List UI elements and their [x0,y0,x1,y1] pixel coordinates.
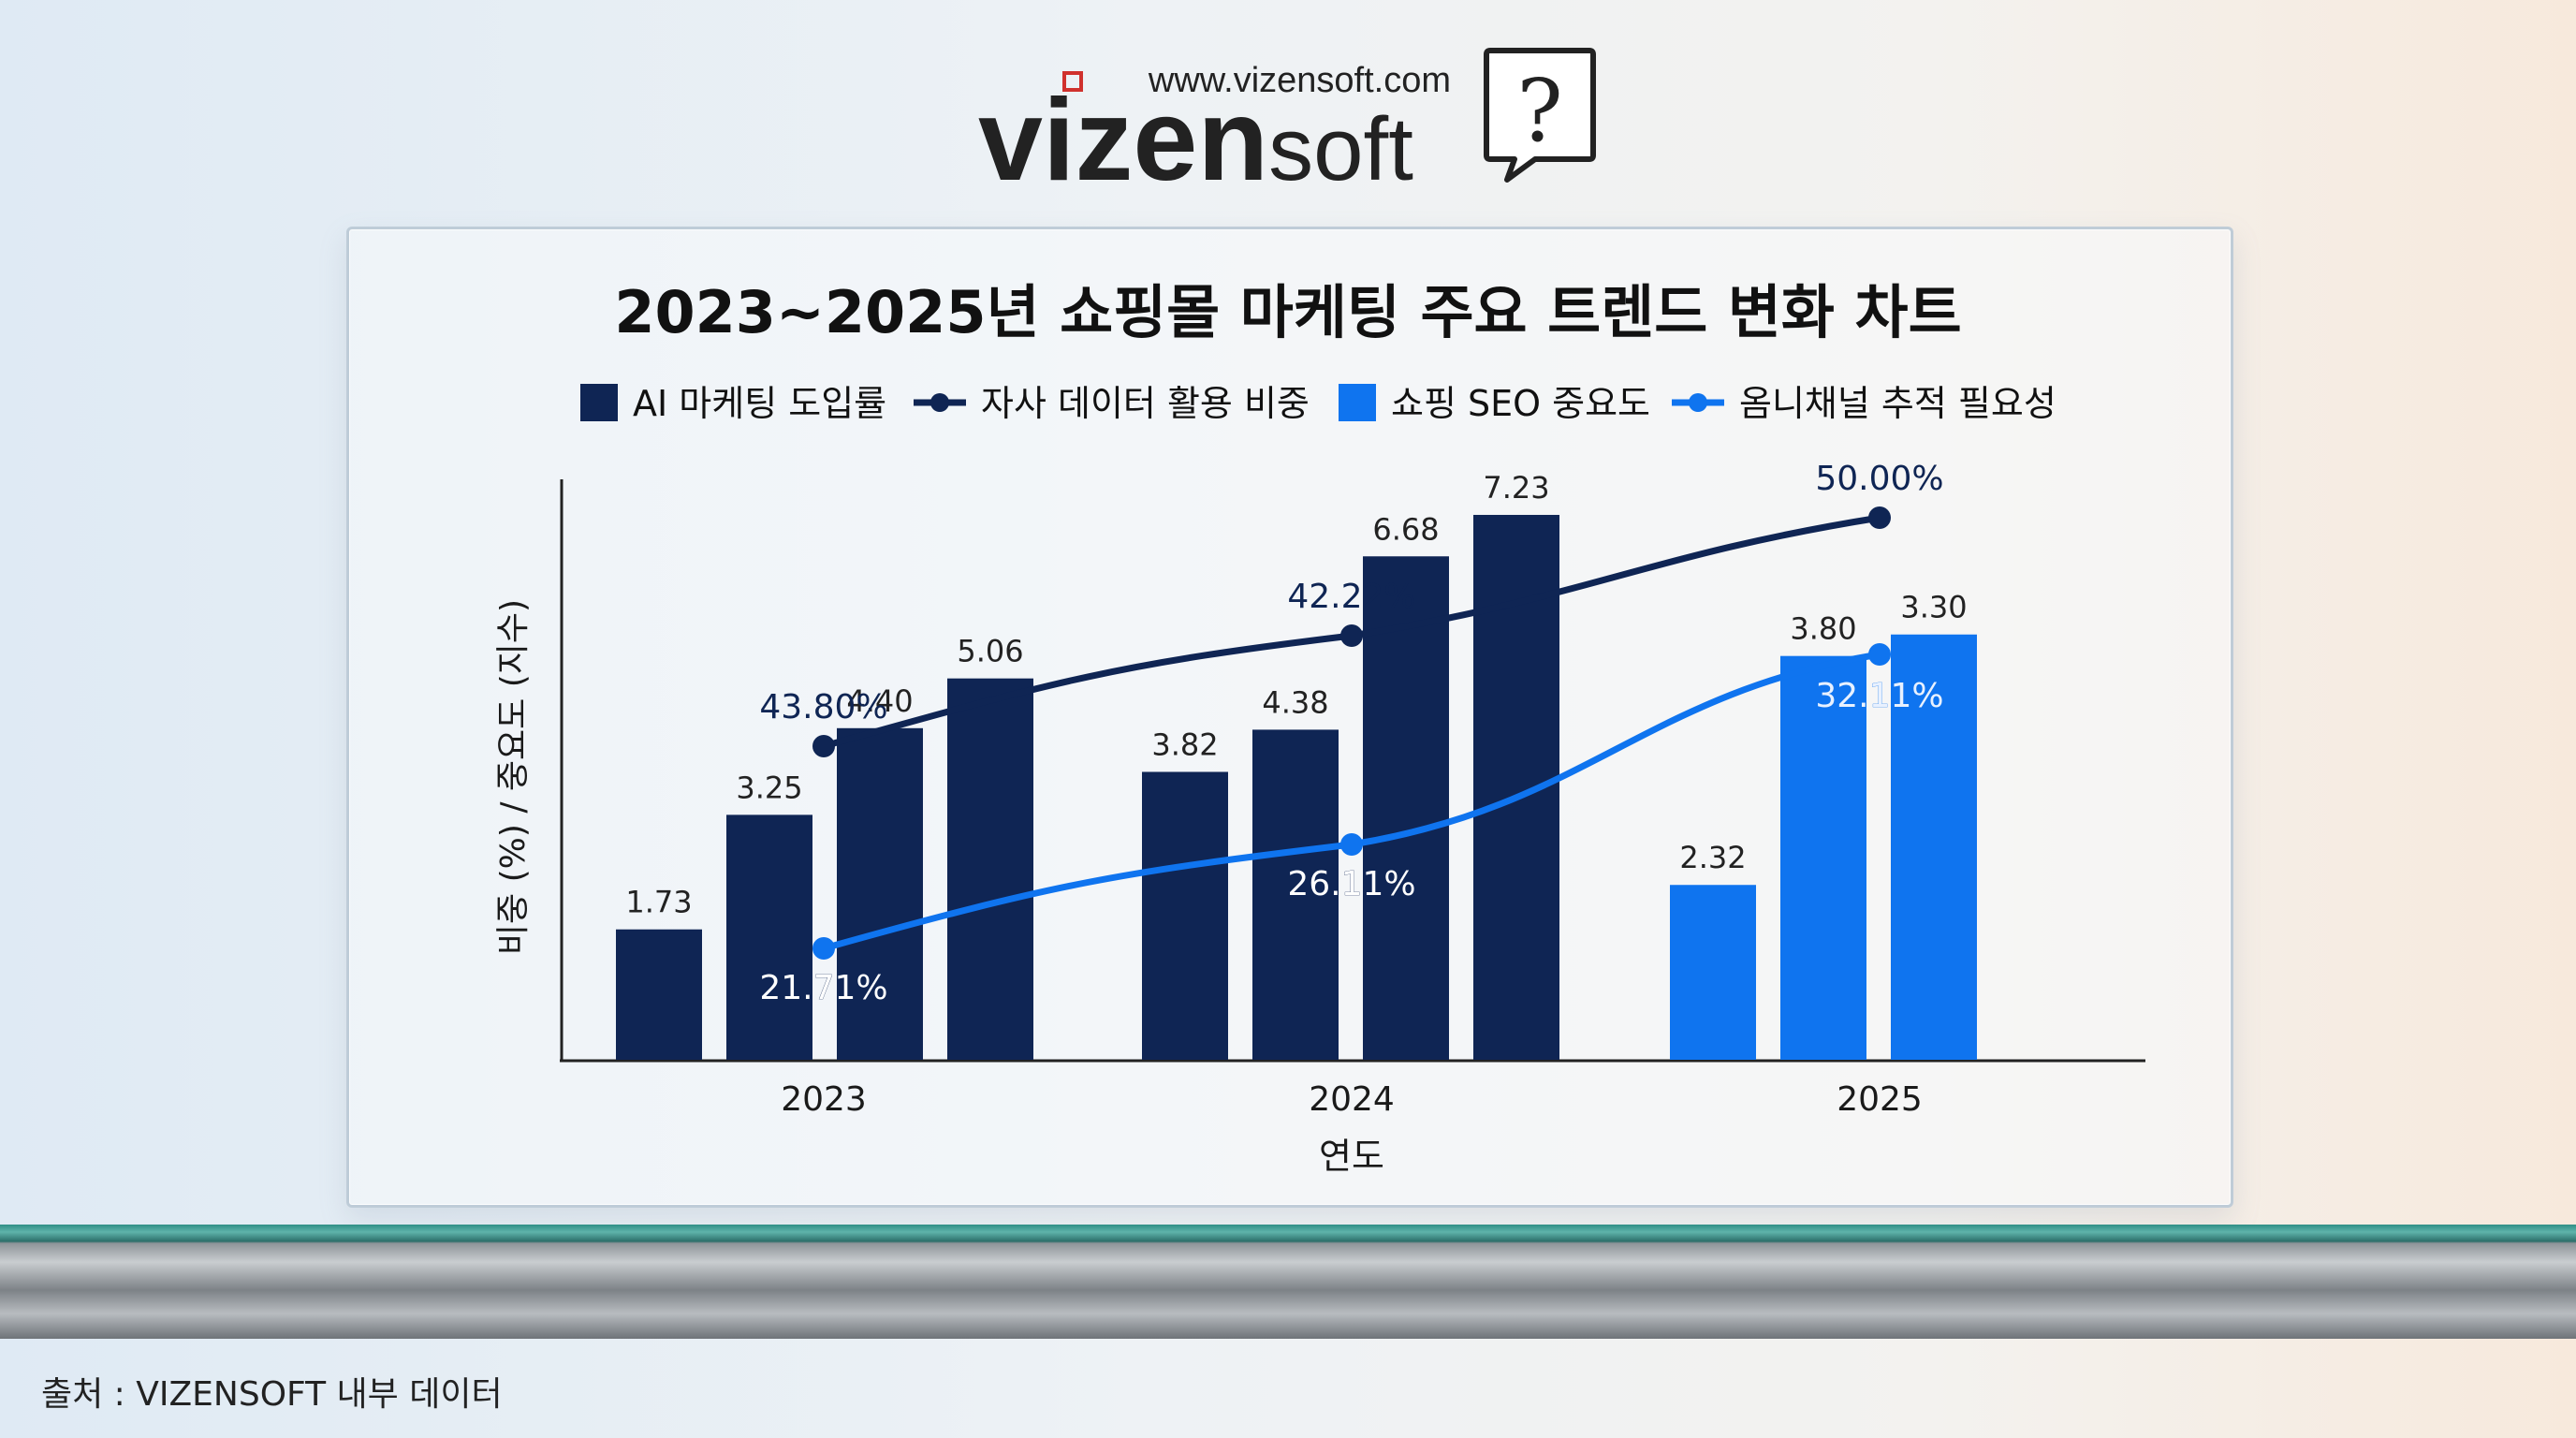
bar-label-2024-4: 7.23 [1483,470,1549,506]
bars [616,514,1977,1060]
x-tick-label-2023: 2023 [781,1080,867,1119]
bar-label-2024-3: 6.68 [1372,511,1439,547]
legend-swatch-3 [1339,384,1376,421]
y-axis-label: 비중 (%) / 중요도 (지수) [494,599,533,955]
bar-label-2025-1: 2.32 [1679,840,1746,875]
legend-label-1: AI 마케팅 도입률 [633,383,886,424]
svg-text:?: ? [1516,61,1562,161]
bar-label-2025-3: 3.30 [1900,590,1967,625]
bar-2023-1 [616,929,702,1060]
bar-2023-3 [837,727,923,1060]
logo: www.vizensoft.com vizensoft ? [978,48,1596,205]
legend-swatch-1 [580,384,618,421]
chart-title: 2023~2025년 쇼핑몰 마케팅 주요 트렌드 변화 차트 [614,278,1961,346]
line-point-1-3 [1868,506,1891,529]
line-label-2-2: 26.11% [1287,865,1415,903]
bar-2025-3 [1891,634,1977,1060]
bar-label-2023-2: 3.25 [736,770,802,805]
bar-label-2024-1: 3.82 [1151,726,1218,762]
bar-2023-4 [947,678,1033,1060]
line-point-1-1 [812,735,835,757]
bar-2024-3 [1363,556,1449,1060]
line-label-1-1: 43.80% [759,688,887,726]
line-point-2-3 [1868,643,1891,666]
logo-red-square-icon [1062,71,1083,92]
legend-label-3: 쇼핑 SEO 중요도 [1391,383,1650,424]
logo-brand: vizensoft [978,76,1413,205]
line-point-2-1 [812,937,835,960]
glass-shelf [0,1225,2576,1339]
logo-url: www.vizensoft.com [1148,61,1451,100]
legend-dot-4 [1689,393,1707,412]
x-tick-labels: 2023 2024 2025 [781,1080,1923,1119]
line-point-2-2 [1340,833,1363,856]
x-tick-label-2025: 2025 [1837,1080,1923,1119]
x-tick-label-2024: 2024 [1309,1080,1395,1119]
line-label-1-3: 50.00% [1815,460,1943,498]
line-label-2-1: 21.71% [759,969,887,1007]
bar-label-2025-2: 3.80 [1790,611,1856,647]
legend-dot-2 [930,393,949,412]
logo-brand-bold: vizen [978,76,1268,205]
bar-2024-2 [1252,729,1339,1060]
bar-label-2023-3: 4.40 [846,683,913,719]
bar-label-2023-1: 1.73 [625,885,692,920]
speech-bubble-question-icon: ? [1484,48,1596,183]
legend-label-2: 자사 데이터 활용 비중 [981,383,1310,424]
bar-label-2023-4: 5.06 [957,634,1023,669]
line-point-1-2 [1340,624,1363,647]
logo-brand-light: soft [1268,99,1413,199]
bar-2025-1 [1670,885,1756,1060]
x-axis-label: 연도 [1319,1136,1384,1177]
line-label-1-2: 42.22% [1287,578,1415,616]
source-note: 출처 : VIZENSOFT 내부 데이터 [41,1375,503,1414]
legend-label-4: 옴니채널 추적 필요성 [1739,383,2056,424]
line-label-2-3: 32.11% [1815,677,1943,715]
bar-2023-2 [726,814,812,1060]
bar-labels: 1.73 3.25 4.40 5.06 3.82 4.38 6.68 7.23 2.32 3.80… [625,470,1967,920]
bar-label-2024-2: 4.38 [1262,684,1328,720]
bar-2025-2 [1780,655,1866,1060]
legend: AI 마케팅 도입률 자사 데이터 활용 비중 쇼핑 SEO 중요도 옴니채널 추적 … [580,383,2056,424]
bar-2024-1 [1142,771,1228,1060]
lines: 43.80% 42.22% 50.00% 21.71% 26.11% 32.11% [759,460,1944,1007]
